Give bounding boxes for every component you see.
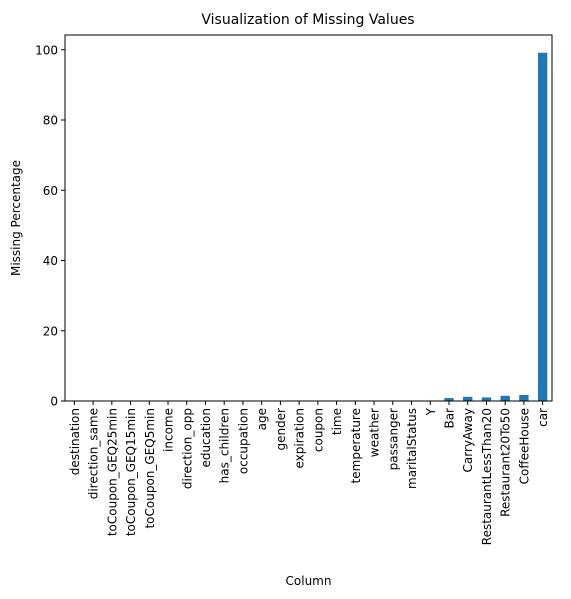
x-tick-label: CarryAway <box>461 408 475 472</box>
x-axis: destination direction_same toCoupon_GEQ25m… <box>68 401 550 545</box>
x-tick-label: income <box>162 408 176 452</box>
x-axis-label: Column <box>286 574 332 588</box>
y-axis-label: Missing Percentage <box>9 160 23 276</box>
x-tick-label: gender <box>274 408 288 451</box>
y-tick-label: 80 <box>43 114 58 128</box>
x-tick-label: direction_same <box>87 408 101 499</box>
x-tick-label: passanger <box>386 408 400 470</box>
x-tick-label: toCoupon_GEQ15min <box>124 408 138 536</box>
x-tick-label: temperature <box>349 408 363 483</box>
bar-RestaurantLessThan20 <box>481 397 492 401</box>
x-tick-label: maritalStatus <box>405 408 419 489</box>
bars-group <box>444 52 548 401</box>
x-tick-label: coupon <box>311 408 325 452</box>
x-tick-label: RestaurantLessThan20 <box>480 408 494 545</box>
y-tick-label: 0 <box>50 395 58 409</box>
bar-CoffeeHouse <box>519 394 529 401</box>
x-tick-label: Restaurant20To50 <box>499 408 513 517</box>
x-tick-label: Bar <box>442 408 456 429</box>
y-axis: 0 20 40 60 80 100 <box>35 43 65 409</box>
x-tick-label: time <box>330 408 344 435</box>
y-tick-label: 20 <box>43 324 58 338</box>
y-tick-label: 60 <box>43 184 58 198</box>
x-tick-label: toCoupon_GEQ25min <box>105 408 119 536</box>
y-tick-label: 40 <box>43 254 58 268</box>
x-tick-label: weather <box>368 408 382 457</box>
x-tick-label: toCoupon_GEQ5min <box>143 408 157 529</box>
x-tick-label: has_children <box>218 408 232 483</box>
y-tick-label: 100 <box>35 43 58 57</box>
x-tick-label: occupation <box>236 408 250 474</box>
x-tick-label: expiration <box>293 408 307 469</box>
x-tick-label: direction_opp <box>180 408 194 489</box>
bar-car <box>537 52 548 401</box>
x-tick-label: car <box>536 408 550 427</box>
x-tick-label: Y <box>424 407 438 416</box>
x-tick-label: CoffeeHouse <box>517 408 531 484</box>
bar-Bar <box>444 398 454 401</box>
bar-CarryAway <box>463 396 473 401</box>
x-tick-label: education <box>199 408 213 468</box>
x-tick-label: age <box>255 408 269 430</box>
x-tick-label: destination <box>68 408 82 475</box>
chart-title: Visualization of Missing Values <box>201 12 414 28</box>
bar-Restaurant20To50 <box>500 395 510 401</box>
plot-frame <box>64 34 553 402</box>
